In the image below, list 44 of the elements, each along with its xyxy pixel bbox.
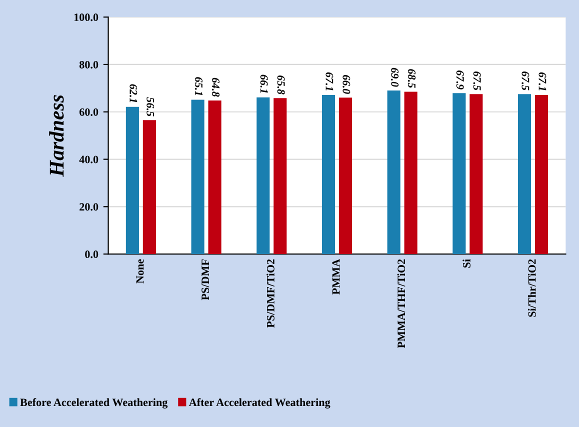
- x-tick-label: PS/DMF: [202, 259, 210, 300]
- data-label: 67.5: [522, 71, 530, 90]
- y-tick-label: 80.0: [79, 60, 98, 68]
- x-tick-label: Si/Thr/TiO2: [528, 259, 536, 317]
- data-label: 67.1: [538, 72, 546, 90]
- x-tick-label: None: [136, 259, 144, 284]
- bar: [126, 106, 139, 254]
- data-label: 68.5: [408, 69, 416, 88]
- data-label: 66.1: [260, 74, 268, 93]
- bar: [208, 100, 222, 254]
- x-tick-label: PMMA/THF/TiO2: [397, 259, 406, 348]
- y-axis-title: Hardness: [49, 95, 64, 177]
- bar: [387, 90, 400, 254]
- data-label: 62.1: [130, 84, 138, 102]
- y-tick-label: 60.0: [79, 108, 98, 116]
- data-label: 67.1: [326, 72, 334, 90]
- y-tick-label: 100.0: [74, 14, 98, 22]
- bar: [322, 95, 336, 254]
- bar: [534, 95, 548, 254]
- x-tick-label: PMMA: [332, 259, 340, 295]
- bar: [452, 93, 466, 254]
- bar: [142, 120, 156, 254]
- y-tick-label: 0.0: [85, 250, 98, 258]
- x-tick-label: PS/DMF/TiO2: [266, 259, 274, 328]
- bar: [274, 98, 287, 254]
- bar: [518, 94, 532, 254]
- data-label: 56.5: [146, 97, 154, 116]
- x-tick-label: Si: [462, 259, 470, 268]
- y-tick-label: 20.0: [80, 203, 98, 211]
- bar: [470, 94, 483, 254]
- data-label: 67.5: [473, 71, 481, 90]
- data-label: 66.0: [342, 75, 350, 94]
- bar: [256, 97, 270, 254]
- data-label: 69.0: [391, 68, 399, 87]
- bar: [338, 98, 352, 254]
- bar: [404, 92, 418, 254]
- y-tick-label: 40.0: [79, 156, 98, 164]
- bar: [191, 100, 204, 254]
- legend-label: Before Accelerated Weathering: [20, 398, 168, 408]
- data-label: 64.8: [212, 78, 220, 97]
- legend-label: After Accelerated Weathering: [188, 398, 330, 408]
- data-label: 65.8: [277, 76, 285, 94]
- data-label: 67.9: [456, 70, 464, 90]
- data-label: 65.1: [194, 77, 202, 96]
